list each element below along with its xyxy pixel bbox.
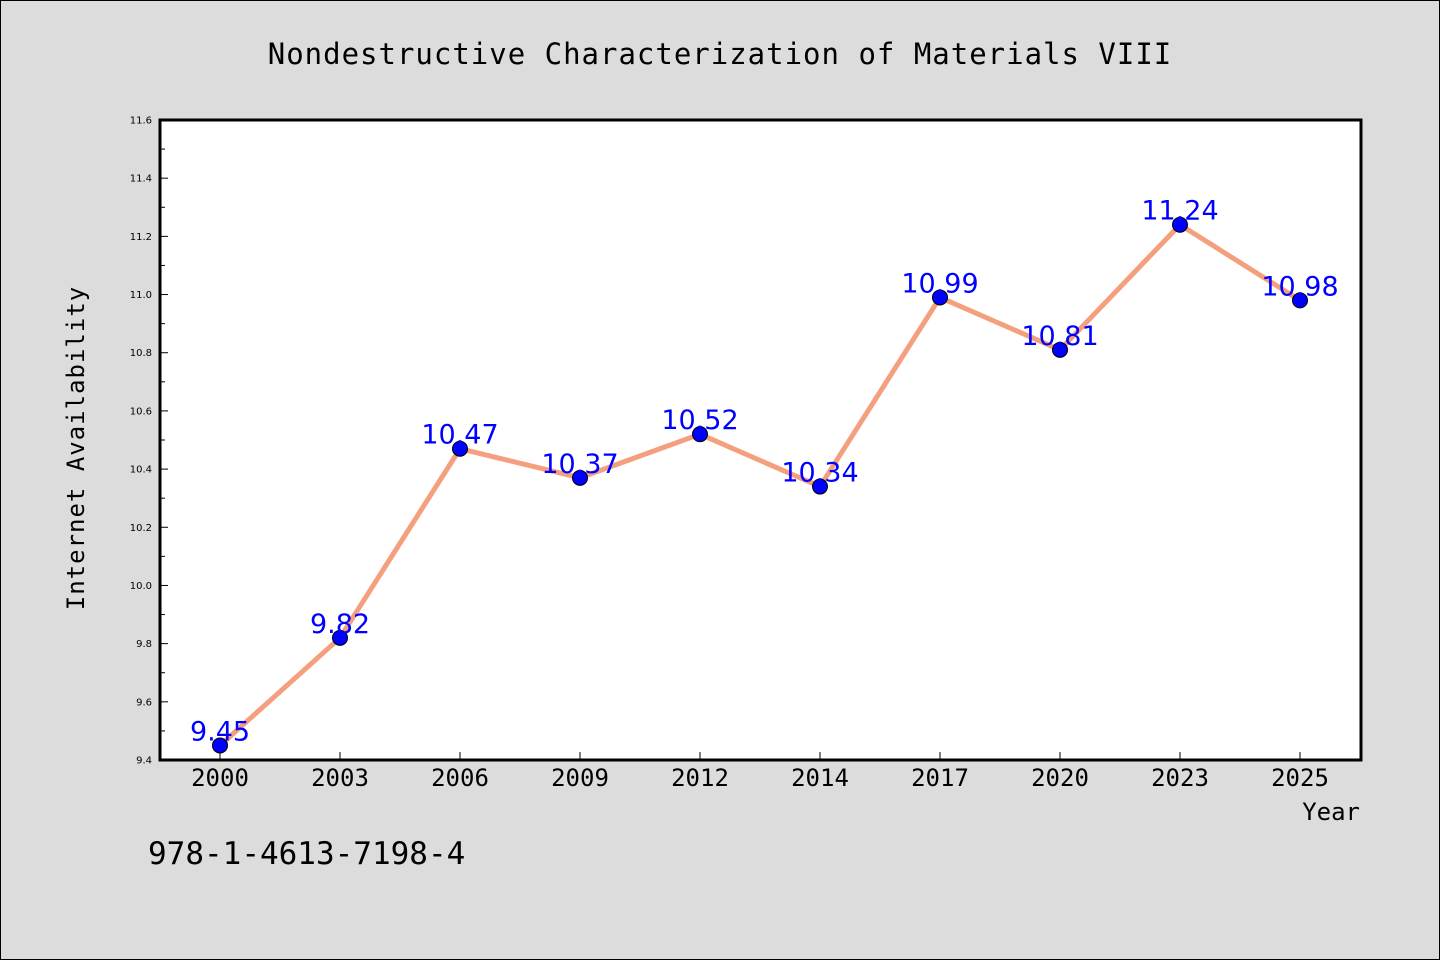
data-point	[1052, 341, 1068, 358]
x-tick-label: 2000	[191, 764, 249, 792]
y-axis-label: Internet Availability	[62, 286, 90, 610]
data-label: 10.81	[1021, 321, 1098, 352]
data-label: 10.37	[541, 449, 618, 480]
x-axis-label: Year	[1302, 798, 1360, 826]
data-label: 9.82	[310, 609, 370, 640]
y-axis-ticks: 9.4 9.6 9.8 10.0 10.2 10.4 10.6 10.8 11.0 11.2 11.…	[130, 116, 168, 767]
x-tick-label: 2012	[671, 764, 729, 792]
y-tick-label: 9.4	[136, 756, 152, 767]
data-labels: 9.45 9.82 10.47 10.37 10.52 10.34 10.99 10.81 11…	[190, 196, 1339, 748]
y-tick-label: 9.6	[136, 697, 152, 708]
data-point	[212, 737, 228, 754]
x-axis-ticks: 2000 2003 2006 2009 2012 2014 2017 2020 2023 2025	[191, 752, 1329, 792]
data-point	[932, 289, 948, 306]
data-label: 10.52	[661, 405, 738, 436]
data-label: 11.24	[1141, 196, 1218, 227]
x-tick-label: 2003	[311, 764, 369, 792]
data-label: 10.47	[421, 420, 498, 451]
x-tick-label: 2006	[431, 764, 489, 792]
x-tick-label: 2025	[1271, 764, 1329, 792]
y-tick-label: 11.0	[130, 290, 152, 301]
y-tick-label: 10.4	[130, 465, 152, 476]
data-point	[452, 440, 468, 457]
data-label: 10.98	[1261, 271, 1338, 302]
x-tick-label: 2023	[1151, 764, 1209, 792]
isbn-text: 978-1-4613-7198-4	[148, 836, 465, 872]
data-point	[572, 469, 588, 486]
series-markers	[212, 216, 1308, 754]
y-tick-label: 9.8	[136, 639, 152, 650]
y-tick-label: 11.6	[130, 116, 152, 127]
y-tick-label: 11.4	[130, 174, 152, 185]
data-label: 10.34	[781, 458, 858, 489]
x-tick-label: 2014	[791, 764, 849, 792]
x-tick-label: 2009	[551, 764, 609, 792]
y-tick-label: 10.2	[130, 523, 152, 534]
data-point	[332, 629, 348, 646]
data-point	[692, 426, 708, 443]
data-label: 9.45	[190, 716, 250, 747]
x-tick-label: 2017	[911, 764, 969, 792]
data-point	[812, 478, 828, 495]
y-tick-label: 10.8	[130, 348, 152, 359]
data-point	[1292, 292, 1308, 309]
data-point	[1172, 216, 1188, 233]
y-tick-label: 10.6	[130, 406, 152, 417]
data-label: 10.99	[901, 268, 978, 299]
y-tick-label: 10.0	[130, 581, 152, 592]
x-tick-label: 2020	[1031, 764, 1089, 792]
plot-area	[158, 118, 1363, 762]
chart-title: Nondestructive Characterization of Mater…	[268, 37, 1173, 71]
series-line	[217, 222, 1303, 748]
y-tick-label: 11.2	[130, 232, 152, 243]
